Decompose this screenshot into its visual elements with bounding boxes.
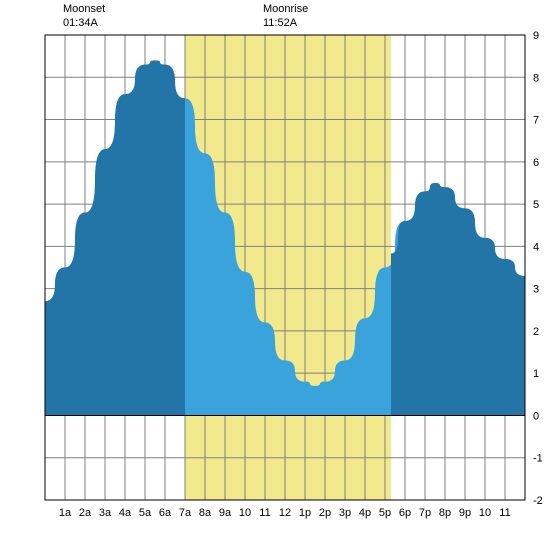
y-tick-label: 3: [533, 284, 539, 296]
x-tick-label: 9a: [219, 507, 232, 519]
y-tick-label: 1: [533, 368, 539, 380]
tide-area-night-0: [45, 60, 185, 415]
x-tick-label: 1a: [59, 507, 72, 519]
moonset-time: 01:34A: [63, 17, 98, 29]
y-tick-label: 9: [533, 30, 539, 42]
x-tick-label: 8a: [199, 507, 212, 519]
tide-chart: Moonset 01:34A Moonrise 11:52A -2-101234…: [0, 0, 550, 550]
x-tick-label: 11: [499, 507, 510, 519]
x-tick-label: 5a: [139, 507, 152, 519]
x-tick-label: 3a: [99, 507, 112, 519]
x-tick-label: 2p: [319, 507, 331, 519]
x-tick-label: 12: [279, 507, 291, 519]
x-tick-label: 7p: [419, 507, 431, 519]
moonrise-title: Moonrise: [263, 3, 308, 15]
x-tick-label: 4a: [119, 507, 132, 519]
y-tick-label: -2: [533, 495, 543, 507]
x-tick-label: 9p: [459, 507, 471, 519]
y-tick-label: -1: [533, 453, 543, 465]
x-tick-label: 4p: [359, 507, 371, 519]
moonset-label: Moonset 01:34A: [63, 2, 105, 31]
x-tick-label: 5p: [379, 507, 391, 519]
y-tick-label: 4: [533, 241, 539, 253]
x-tick-label: 8p: [439, 507, 451, 519]
x-tick-label: 6p: [399, 507, 411, 519]
moonrise-time: 11:52A: [263, 17, 297, 29]
x-tick-label: 7a: [179, 507, 192, 519]
y-tick-label: 0: [533, 410, 539, 422]
y-tick-label: 8: [533, 72, 539, 84]
moonset-title: Moonset: [63, 3, 105, 15]
x-tick-label: 3p: [339, 507, 351, 519]
x-tick-label: 1p: [299, 507, 311, 519]
y-tick-label: 6: [533, 157, 539, 169]
y-tick-label: 7: [533, 115, 539, 127]
chart-svg: -2-101234567891a2a3a4a5a6a7a8a9a1011121p…: [0, 0, 550, 550]
y-tick-label: 5: [533, 199, 539, 211]
x-tick-label: 10: [239, 507, 251, 519]
y-tick-label: 2: [533, 326, 539, 338]
x-tick-label: 11: [259, 507, 270, 519]
moonrise-label: Moonrise 11:52A: [263, 2, 308, 31]
x-tick-label: 2a: [79, 507, 92, 519]
x-tick-label: 6a: [159, 507, 172, 519]
x-tick-label: 10: [479, 507, 491, 519]
